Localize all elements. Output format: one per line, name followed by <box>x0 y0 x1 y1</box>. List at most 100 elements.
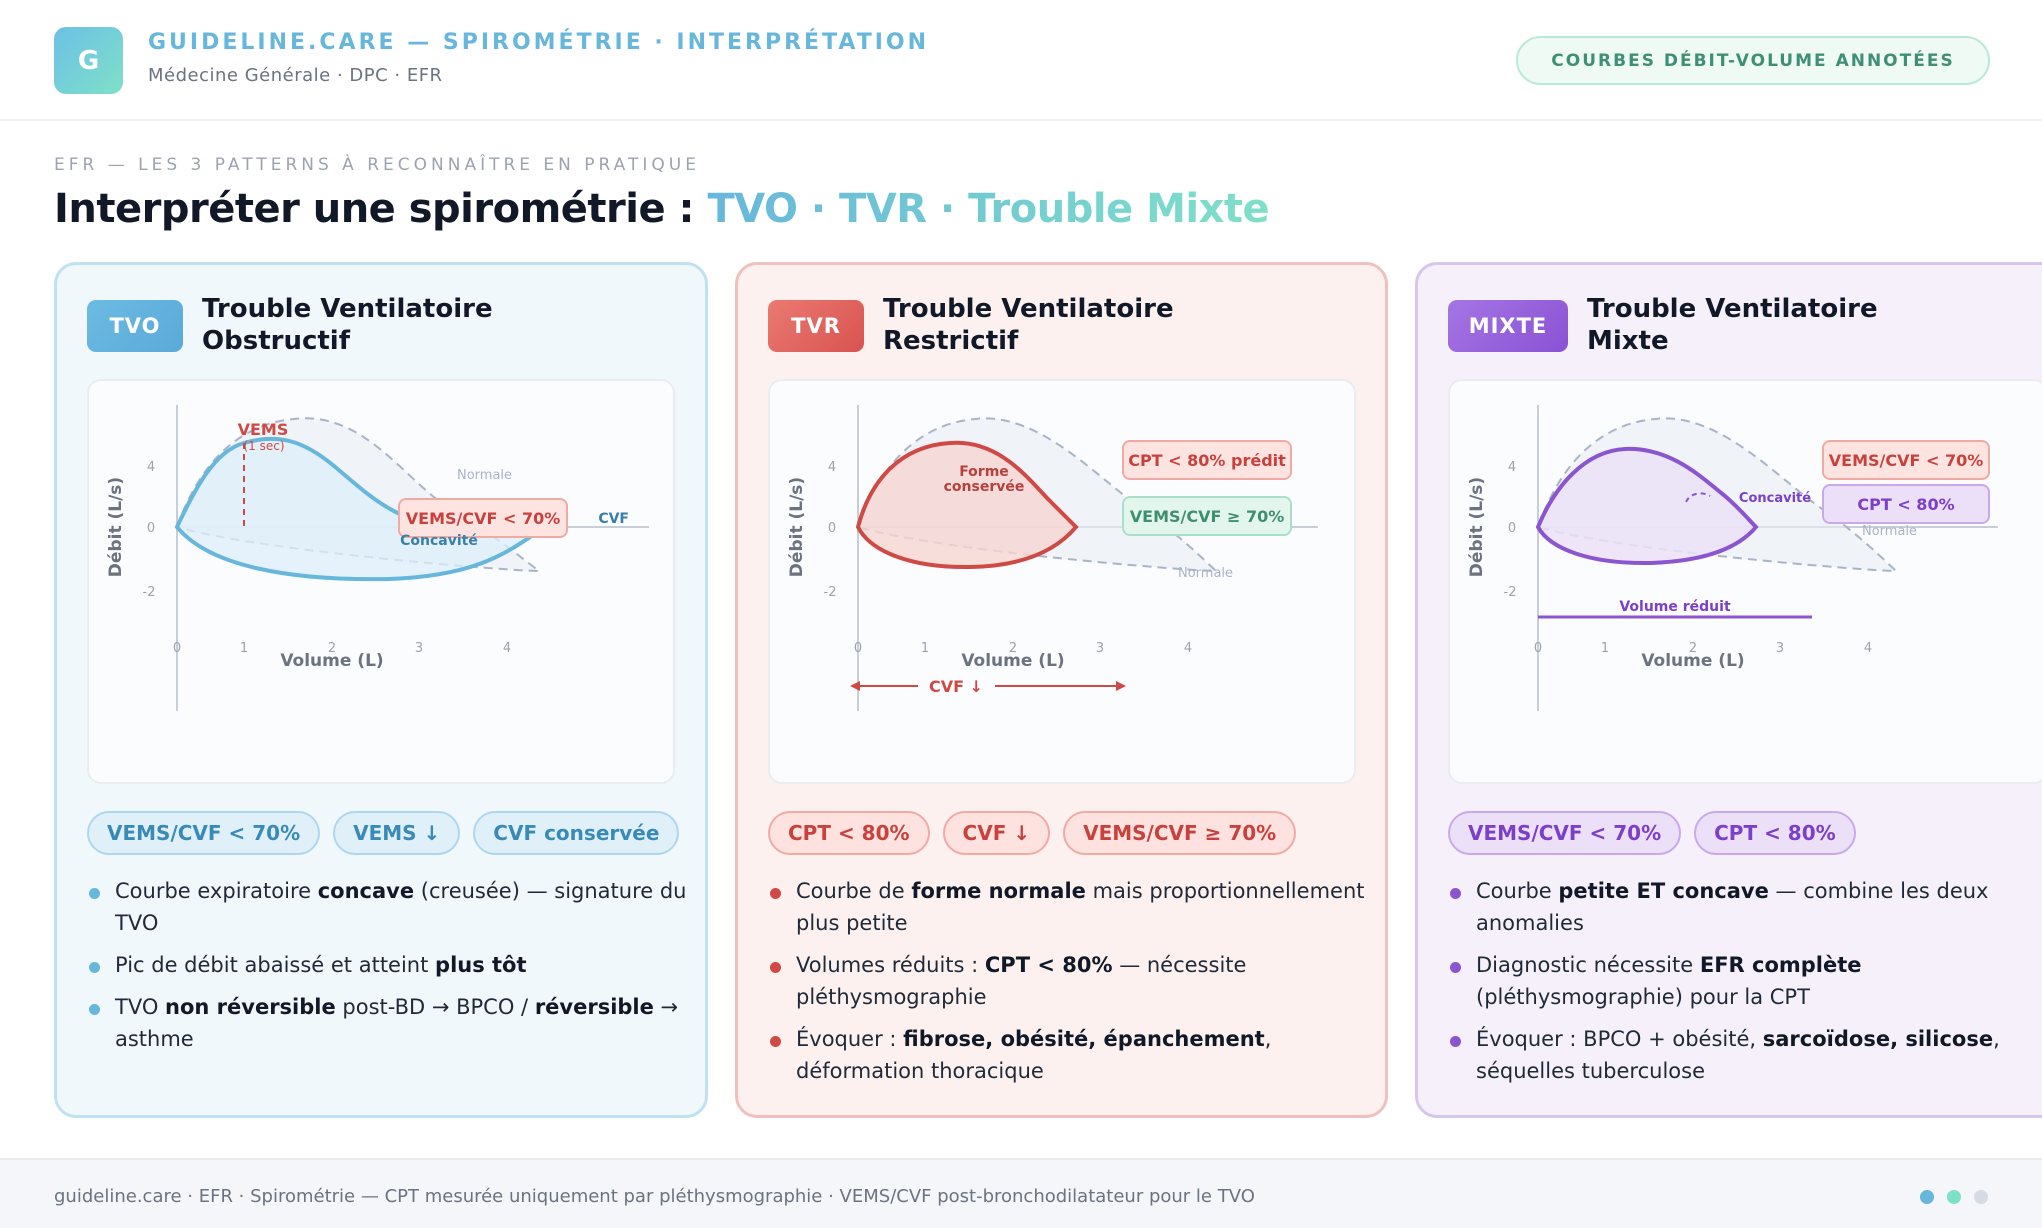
cpt-annotation: CPT < 80% <box>1857 495 1954 514</box>
normale-label: Normale <box>457 468 512 483</box>
bullet-list: Courbe de forme normale mais proportionn… <box>768 875 1368 1097</box>
pagination-dots <box>1920 1190 1988 1204</box>
criteria-pill: VEMS/CVF < 70% <box>1448 811 1682 855</box>
section-kicker: EFR — LES 3 PATTERNS À RECONNAÎTRE EN PR… <box>54 155 700 175</box>
cpt-annotation-box <box>1822 484 1990 524</box>
bullet-emphasis: CPT < 80% <box>984 953 1113 977</box>
title-prefix: Interpréter une spirométrie : <box>54 186 708 232</box>
criteria-pill: VEMS/CVF < 70% <box>87 811 321 855</box>
bullet-emphasis: non réversible <box>165 995 336 1019</box>
page-footer: guideline.care · EFR · Spirométrie — CPT… <box>0 1158 2042 1228</box>
brand-title: GUIDELINE.CARE — SPIROMÉTRIE · INTERPRÉT… <box>148 30 930 55</box>
x-axis-label: Volume (L) <box>1641 651 1744 671</box>
cpt-annotation: CPT < 80% prédit <box>1128 451 1286 470</box>
flow-volume-chart-tvo: 0 1 2 3 4 4 0 -2 Volume (L) Débit (L/s) … <box>87 379 675 784</box>
vems-sublabel: (1 sec) <box>243 439 284 453</box>
y-axis-label: Débit (L/s) <box>106 477 126 577</box>
bullet-emphasis: forme normale <box>911 879 1086 903</box>
x-tick: 2 <box>1009 641 1017 656</box>
bullet-item: Courbe petite ET concave — combine les d… <box>1448 875 2042 939</box>
bullet-text: Évoquer : BPCO + obésité, <box>1476 1027 1763 1051</box>
cvf-arrowhead-right <box>1116 681 1126 691</box>
cvf-label: CVF ↓ <box>929 677 983 696</box>
bullet-text: (pléthysmographie) pour la CPT <box>1476 985 1810 1009</box>
x-tick: 4 <box>503 641 511 656</box>
bullet-text: (creusée) — signature du TVO <box>115 879 687 935</box>
pagination-dot[interactable] <box>1920 1190 1934 1204</box>
bullet-item: Pic de débit abaissé et atteint plus tôt <box>87 949 687 981</box>
card-tvr: TVR Trouble Ventilatoire Restrictif 0 1 … <box>735 262 1388 1118</box>
y-tick: 4 <box>1508 460 1516 475</box>
bullet-emphasis: réversible <box>534 995 654 1019</box>
y-tick: 4 <box>828 460 836 475</box>
card-title: Trouble Ventilatoire Mixte <box>1587 293 1878 357</box>
y-axis-label: Débit (L/s) <box>1467 477 1487 577</box>
card-title-line2: Obstructif <box>202 326 351 356</box>
volume-reduit-label: Volume réduit <box>1619 599 1731 615</box>
y-tick: 0 <box>828 521 836 536</box>
pagination-dot[interactable] <box>1974 1190 1988 1204</box>
bullet-item: Courbe expiratoire concave (creusée) — s… <box>87 875 687 939</box>
ratio-annotation-box <box>398 498 568 538</box>
chart-svg-mixte: 0 1 2 3 4 4 0 -2 Volume (L) Débit (L/s) … <box>1467 405 1998 711</box>
ratio-annotation: VEMS/CVF < 70% <box>1829 451 1984 470</box>
normale-label: Normale <box>1178 566 1233 581</box>
cvf-label: CVF <box>598 511 629 527</box>
bullet-emphasis: concave <box>317 879 415 903</box>
x-tick: 3 <box>1776 641 1784 656</box>
x-tick: 1 <box>921 641 929 656</box>
flow-volume-chart-mixte: 0 1 2 3 4 4 0 -2 Volume (L) Débit (L/s) … <box>1448 379 2042 784</box>
brand-logo[interactable]: G <box>54 27 123 94</box>
footer-text: guideline.care · EFR · Spirométrie — CPT… <box>54 1186 1255 1207</box>
bullet-item: Volumes réduits : CPT < 80% — nécessite … <box>768 949 1368 1013</box>
bullet-text: , séquelles tuberculose <box>1476 1027 2000 1083</box>
card-title-line1: Trouble Ventilatoire <box>883 294 1174 324</box>
card-title-line1: Trouble Ventilatoire <box>202 294 493 324</box>
bullet-emphasis: sarcoïdose, silicose <box>1762 1027 1994 1051</box>
bullet-list: Courbe expiratoire concave (creusée) — s… <box>87 875 687 1065</box>
card-mixte: MIXTE Trouble Ventilatoire Mixte 0 1 2 3… <box>1415 262 2042 1118</box>
chart-svg-tvo: 0 1 2 3 4 4 0 -2 Volume (L) Débit (L/s) … <box>106 405 649 711</box>
bullet-list: Courbe petite ET concave — combine les d… <box>1448 875 2042 1097</box>
bullet-text: — nécessite pléthysmographie <box>796 953 1247 1009</box>
patient-curve-tvr <box>855 440 1079 570</box>
bullet-text: mais proportionnellement plus petite <box>796 879 1365 935</box>
card-title-line2: Restrictif <box>883 326 1019 356</box>
y-tick: 4 <box>147 460 155 475</box>
bullet-text: Pic de débit abaissé et atteint <box>115 953 436 977</box>
cpt-annotation-box <box>1122 440 1292 480</box>
bullet-text: Évoquer : <box>796 1027 904 1051</box>
x-tick: 3 <box>415 641 423 656</box>
forme-label-line2: conservée <box>944 479 1025 495</box>
badge-tvo: TVO <box>87 300 183 352</box>
x-tick: 3 <box>1096 641 1104 656</box>
x-tick: 2 <box>328 641 336 656</box>
forme-label-line1: Forme <box>959 464 1009 480</box>
bullet-text: post-BD → BPCO / <box>335 995 535 1019</box>
cvf-arrowhead-left <box>850 681 860 691</box>
ratio-annotation: VEMS/CVF ≥ 70% <box>1130 507 1285 526</box>
patient-curve-mixte <box>1535 446 1759 566</box>
x-tick: 0 <box>1534 641 1542 656</box>
card-tvo: TVO Trouble Ventilatoire Obstructif 0 1 … <box>54 262 708 1118</box>
x-tick: 4 <box>1864 641 1872 656</box>
normale-label: Normale <box>1862 524 1917 539</box>
vems-label: VEMS <box>238 420 289 439</box>
bullet-item: Diagnostic nécessite EFR complète (pléth… <box>1448 949 2042 1013</box>
bullet-text: — combine les deux anomalies <box>1476 879 1989 935</box>
y-tick: -2 <box>1504 585 1517 600</box>
criteria-pill: CPT < 80% <box>768 811 930 855</box>
bullet-emphasis: petite ET concave <box>1558 879 1769 903</box>
x-tick: 0 <box>854 641 862 656</box>
bullet-item: TVO non réversible post-BD → BPCO / réve… <box>87 991 687 1055</box>
card-title: Trouble Ventilatoire Restrictif <box>883 293 1174 357</box>
bullet-text: Courbe de <box>796 879 912 903</box>
card-title-line2: Mixte <box>1587 326 1669 356</box>
chart-svg-tvr: 0 1 2 3 4 4 0 -2 Volume (L) Débit (L/s) … <box>787 405 1318 711</box>
flow-volume-chart-tvr: 0 1 2 3 4 4 0 -2 Volume (L) Débit (L/s) … <box>768 379 1356 784</box>
criteria-pill: VEMS/CVF ≥ 70% <box>1063 811 1297 855</box>
pagination-dot[interactable] <box>1947 1190 1961 1204</box>
criteria-pill: CPT < 80% <box>1694 811 1856 855</box>
badge-mixte: MIXTE <box>1448 300 1568 352</box>
y-tick: 0 <box>147 521 155 536</box>
